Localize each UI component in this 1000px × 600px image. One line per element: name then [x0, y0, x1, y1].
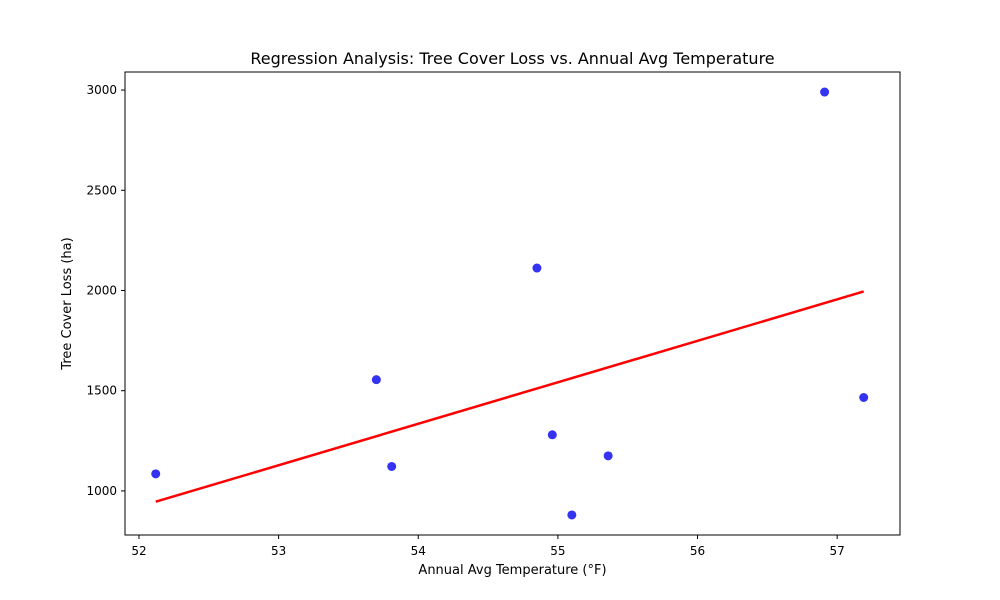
y-tick-label: 2500 [86, 183, 117, 197]
data-point [387, 461, 397, 471]
chart-title: Regression Analysis: Tree Cover Loss vs.… [250, 49, 774, 68]
x-tick-label: 57 [830, 544, 845, 558]
x-tick-label: 56 [690, 544, 705, 558]
data-point [371, 375, 381, 385]
x-axis: 52 53 54 55 56 57 [131, 535, 845, 558]
plot-area [124, 71, 901, 536]
data-point [532, 263, 542, 273]
data-point [603, 451, 613, 461]
y-axis: 1000 1500 2000 2500 3000 [86, 83, 125, 498]
y-tick-label: 1500 [86, 384, 117, 398]
x-tick-label: 53 [271, 544, 286, 558]
y-tick-label: 1000 [86, 484, 117, 498]
x-axis-label: Annual Avg Temperature (°F) [418, 563, 606, 578]
regression-line [155, 290, 865, 503]
y-axis-label: Tree Cover Loss (ha) [60, 237, 75, 370]
y-tick-label: 2000 [86, 283, 117, 297]
data-point [820, 87, 830, 97]
plot-marks [151, 87, 869, 520]
x-tick-label: 52 [131, 544, 146, 558]
y-tick-label: 3000 [86, 83, 117, 97]
x-tick-label: 55 [550, 544, 565, 558]
data-point [859, 393, 869, 403]
data-point [567, 510, 577, 520]
data-point [151, 469, 161, 479]
data-point [547, 430, 557, 440]
x-tick-label: 54 [411, 544, 426, 558]
